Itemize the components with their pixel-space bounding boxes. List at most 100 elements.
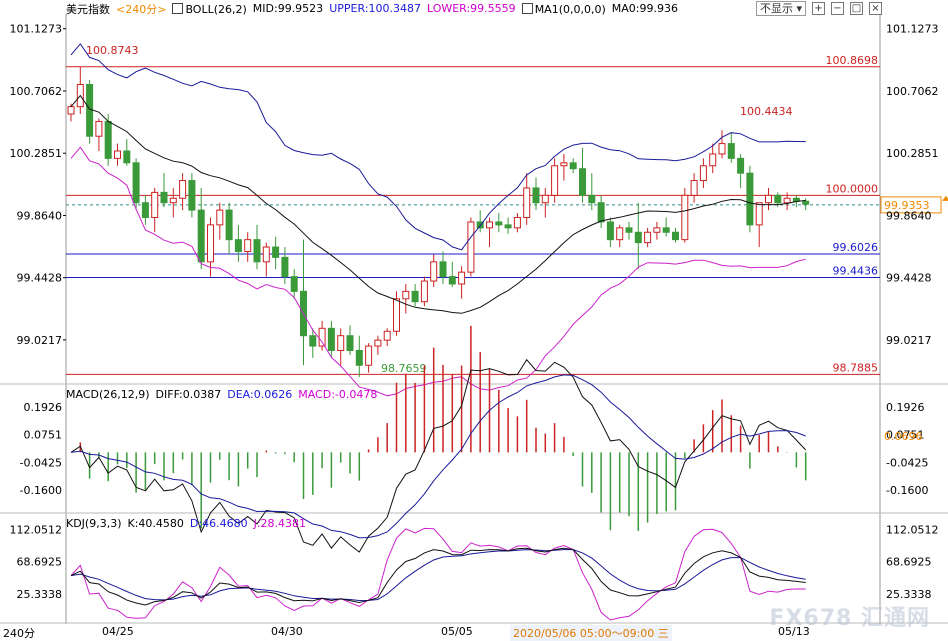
candle [737, 157, 745, 174]
kdj-axis-label: 112.0512 [886, 524, 939, 537]
candle [467, 221, 475, 273]
candle [244, 239, 252, 252]
candle [114, 150, 121, 159]
candle [504, 224, 512, 229]
price-level-label: 98.7885 [833, 361, 879, 374]
candle [104, 120, 112, 159]
price-axis-label: 99.0217 [886, 334, 932, 347]
candle [197, 209, 205, 263]
candle [420, 280, 428, 303]
macd-axis-label: 0.1926 [24, 401, 63, 414]
ma-value: MA0:99.936 [611, 2, 678, 15]
macd-dea: DEA:0.0626 [227, 388, 293, 401]
kdj-d-line [70, 549, 806, 602]
candle [141, 202, 149, 218]
ma-label[interactable]: MA1(0,0,0,0) [521, 2, 606, 16]
price-level-label: 100.0000 [826, 182, 879, 195]
current-price-label: 99.9353 [884, 199, 930, 212]
boll-upper: UPPER:100.3487 [329, 2, 421, 15]
current-price-box [880, 196, 942, 214]
date-label: 04/25 [102, 625, 134, 638]
candle [374, 339, 382, 347]
candle [123, 150, 131, 164]
boll-mid: MID:99.9523 [252, 2, 324, 15]
candle [727, 143, 735, 159]
boll-label[interactable]: BOLL(26,2) [172, 2, 247, 16]
candle [262, 246, 270, 263]
kdj-j: J:28.4381 [253, 517, 307, 530]
macd-legend: MACD(26,12,9) DIFF:0.0387 DEA:0.0626 MAC… [66, 387, 377, 402]
price-axis-label: 101.1273 [886, 23, 939, 36]
candle [513, 216, 521, 229]
instrument-name: 美元指数 [66, 2, 110, 16]
boll-mid-band [70, 94, 806, 314]
candle [681, 194, 689, 241]
kdj-legend: KDJ(9,3,3) K:40.4580 D:46.4680 J:28.4381 [66, 516, 306, 531]
macd-label[interactable]: MACD(26,12,9) [66, 388, 150, 401]
boll-checkbox-icon [172, 2, 184, 14]
candle [746, 172, 754, 226]
candle [272, 246, 280, 258]
kdj-label[interactable]: KDJ(9,3,3) [66, 517, 122, 530]
candle [755, 202, 763, 226]
panel-controls: 不显示 ▾ + − □ × [755, 0, 882, 16]
candle [690, 180, 698, 196]
period-selector[interactable]: 240分 [3, 627, 35, 640]
date-label: 05/13 [778, 625, 810, 638]
candle [207, 224, 214, 263]
candle [606, 221, 614, 241]
candle [318, 327, 326, 347]
display-select[interactable]: 不显示 ▾ [755, 0, 806, 16]
candle [662, 227, 670, 233]
price-axis-label: 101.1273 [10, 23, 63, 36]
period-tag[interactable]: <240分> [116, 2, 167, 16]
candle [699, 165, 707, 182]
close-button[interactable]: × [869, 1, 882, 15]
candle [672, 231, 679, 241]
macd-axis-label: -0.1600 [886, 484, 928, 497]
candle [309, 335, 317, 347]
ma-checkbox-icon [521, 2, 533, 14]
candle [718, 143, 726, 155]
zoom-in-button[interactable]: + [812, 1, 825, 15]
time-axis: 240分 04/25 04/30 05/05 2020/05/06 05:00～… [0, 624, 948, 641]
macd-diff: DIFF:0.0387 [155, 388, 222, 401]
price-axis-label: 99.0217 [17, 334, 63, 347]
zoom-out-button[interactable]: − [831, 1, 844, 15]
candle [448, 276, 456, 285]
maximize-button[interactable]: □ [850, 1, 863, 15]
candle [476, 221, 484, 229]
kdj-d: D:46.4680 [189, 517, 248, 530]
candle [597, 202, 605, 223]
candle [86, 83, 94, 137]
price-axis-label: 100.7062 [886, 85, 939, 98]
current-price-marker [942, 195, 948, 201]
macd-axis-label: -0.1600 [20, 484, 62, 497]
boll-upper-band [70, 43, 806, 251]
price-axis-label: 100.7062 [10, 85, 63, 98]
kdj-k-line [70, 547, 806, 606]
low-annotation: 98.7659 [381, 362, 427, 375]
candle [653, 227, 661, 233]
candle [169, 197, 177, 204]
candle [188, 180, 196, 211]
price-level-label: 99.6026 [833, 241, 879, 254]
candle [365, 345, 373, 366]
price-axis-label: 100.2851 [886, 147, 939, 160]
boll-lower: LOWER:99.5559 [426, 2, 516, 15]
candle [95, 120, 103, 137]
candle [179, 180, 187, 199]
candle [216, 209, 224, 226]
recent-high-annotation: 100.4434 [740, 105, 793, 118]
candle [234, 239, 242, 252]
candle [402, 290, 410, 300]
kdj-axis-label: 25.3338 [17, 588, 63, 601]
candle [439, 261, 447, 278]
candle [151, 191, 159, 218]
date-label: 05/05 [441, 625, 473, 638]
candle [430, 261, 438, 282]
boll-lower-band [70, 146, 806, 397]
macd-axis-label: 0.0751 [886, 429, 925, 442]
price-axis-label: 99.4428 [886, 272, 932, 285]
